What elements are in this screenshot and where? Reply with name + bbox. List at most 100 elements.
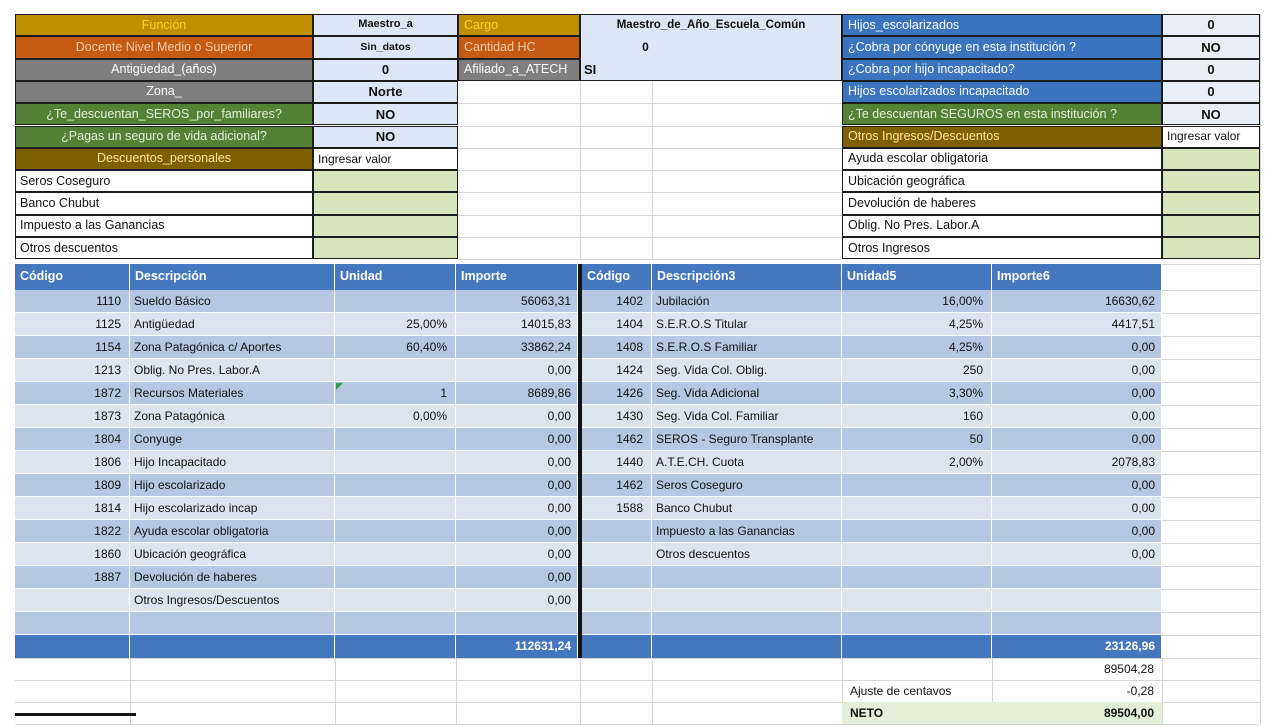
neto-label: NETO (842, 702, 992, 724)
header-unidad5: Unidad5 (842, 264, 992, 290)
right-unidad-row-12 (842, 543, 992, 566)
label-te-descuentan-seguros-en-esta-institucion: ¿Te descuentan SEGUROS en esta instituci… (842, 103, 1162, 126)
value-hijos-escolarizados-incapacitado[interactable]: 0 (1162, 80, 1260, 104)
header-codigo: Código (15, 264, 130, 290)
left-descripcion-row-8: Hijo Incapacitado (130, 451, 335, 474)
label-cantidad-hc: Cantidad HC (458, 36, 580, 59)
left-importe-row-8: 0,00 (456, 451, 578, 474)
right-total-importe: 23126,96 (992, 635, 1162, 658)
header-codigo: Código (582, 264, 652, 290)
value-antiguedad-anos[interactable]: 0 (313, 58, 458, 81)
left-unidad-row-9 (335, 474, 456, 497)
gridline (1162, 474, 1260, 475)
right-codigo-row-5: 1426 (582, 382, 652, 405)
left-unidad-row-2: 25,00% (335, 313, 456, 336)
value-te-descuentan-seros-por-familiares[interactable]: NO (313, 103, 458, 126)
right-unidad-row-1: 16,00% (842, 290, 992, 313)
input-impuesto-a-las-ganancias[interactable] (313, 214, 458, 237)
label-docente-nivel-medio-o-superior: Docente Nivel Medio o Superior (15, 36, 313, 59)
left-codigo-row-1: 1110 (15, 290, 130, 313)
right-descripcion-row-12: Otros descuentos (652, 543, 842, 566)
left-descripcion-row-2: Antigüedad (130, 313, 335, 336)
input-ubicacion-geografica[interactable] (1162, 170, 1260, 193)
gridline (992, 658, 993, 724)
input-devolucion-de-haberes[interactable] (1162, 192, 1260, 215)
value-hijos-escolarizados[interactable]: 0 (1162, 14, 1260, 37)
gridline (1162, 520, 1260, 521)
input-otros-descuentos[interactable] (313, 237, 458, 260)
value-pagas-un-seguro-de-vida-adicional[interactable]: NO (313, 125, 458, 148)
label-hijos-escolarizados-incapacitado: Hijos escolarizados incapacitado (842, 80, 1162, 104)
input-seros-coseguro[interactable] (313, 170, 458, 193)
right-importe-row-15 (992, 612, 1162, 635)
right-importe-row-3: 0,00 (992, 336, 1162, 359)
cargo-merged-cell[interactable] (580, 14, 842, 81)
left-importe-row-4: 0,00 (456, 359, 578, 382)
value-afiliado-a-atech: SI (584, 61, 597, 77)
left-unidad-row-14 (335, 589, 456, 612)
label-banco-chubut: Banco Chubut (15, 192, 313, 215)
value-cobra-por-conyuge-en-esta-institucion[interactable]: NO (1162, 36, 1260, 59)
right-unidad-row-5: 3,30% (842, 382, 992, 405)
right-total-descripcion (652, 635, 842, 658)
gridline (842, 658, 843, 724)
header-descripcion3: Descripción3 (652, 264, 842, 290)
right-descripcion-row-3: S.E.R.O.S Familiar (652, 336, 842, 359)
input-banco-chubut[interactable] (313, 192, 458, 215)
value-te-descuentan-seguros-en-esta-institucion[interactable]: NO (1162, 103, 1260, 126)
left-unidad-row-13 (335, 566, 456, 589)
right-unidad-row-11 (842, 520, 992, 543)
value-otros-ingresos-descuentos[interactable]: Ingresar valor (1162, 125, 1260, 148)
right-total-unidad (842, 635, 992, 658)
input-otros-ingresos[interactable] (1162, 237, 1260, 260)
right-importe-row-4: 0,00 (992, 359, 1162, 382)
gridline (458, 103, 842, 105)
gridline (458, 147, 842, 149)
value-funcion[interactable]: Maestro_a (313, 14, 458, 37)
left-codigo-row-7: 1804 (15, 428, 130, 451)
gridline (1162, 290, 1260, 291)
left-unidad-row-1 (335, 290, 456, 313)
gridline (15, 658, 1260, 659)
label-ayuda-escolar-obligatoria: Ayuda escolar obligatoria (842, 147, 1162, 171)
header-unidad: Unidad (335, 264, 456, 290)
left-codigo-row-8: 1806 (15, 451, 130, 474)
header-descripcion: Descripción (130, 264, 335, 290)
value-zona[interactable]: Norte (313, 80, 458, 104)
input-ayuda-escolar-obligatoria[interactable] (1162, 147, 1260, 171)
gridline (458, 170, 842, 172)
gridline (130, 658, 131, 724)
left-unidad-row-3: 60,40% (335, 336, 456, 359)
gridline (335, 658, 336, 724)
value-cobra-por-hijo-incapacitado[interactable]: 0 (1162, 58, 1260, 81)
left-unidad-row-12 (335, 543, 456, 566)
right-codigo-row-12 (582, 543, 652, 566)
left-codigo-row-6: 1873 (15, 405, 130, 428)
left-total-descripcion (130, 635, 335, 658)
right-descripcion-row-1: Jubilación (652, 290, 842, 313)
gridline (652, 658, 653, 724)
right-descripcion-row-15 (652, 612, 842, 635)
right-importe-row-1: 16630,62 (992, 290, 1162, 313)
right-importe-row-2: 4417,51 (992, 313, 1162, 336)
right-descripcion-row-4: Seg. Vida Col. Oblig. (652, 359, 842, 382)
label-devolucion-de-haberes: Devolución de haberes (842, 192, 1162, 215)
left-descripcion-row-1: Sueldo Básico (130, 290, 335, 313)
right-codigo-row-3: 1408 (582, 336, 652, 359)
value-cargo: Maestro_de_Año_Escuela_Común (616, 19, 806, 32)
left-importe-row-6: 0,00 (456, 405, 578, 428)
right-total-codigo (582, 635, 652, 658)
value-docente-nivel-medio-o-superior[interactable]: Sin_datos (313, 36, 458, 59)
right-descripcion-row-7: SEROS - Seguro Transplante (652, 428, 842, 451)
value-descuentos-personales[interactable]: Ingresar valor (313, 147, 458, 171)
gridline (580, 81, 581, 259)
table-divider-line (578, 264, 582, 658)
input-oblig-no-pres-labor-a[interactable] (1162, 214, 1260, 237)
left-unidad-row-8 (335, 451, 456, 474)
right-unidad-row-8: 2,00% (842, 451, 992, 474)
right-descripcion-row-9: Seros Coseguro (652, 474, 842, 497)
left-codigo-row-11: 1822 (15, 520, 130, 543)
label-funcion: Función (15, 14, 313, 37)
gridline (15, 680, 1260, 681)
right-codigo-row-15 (582, 612, 652, 635)
